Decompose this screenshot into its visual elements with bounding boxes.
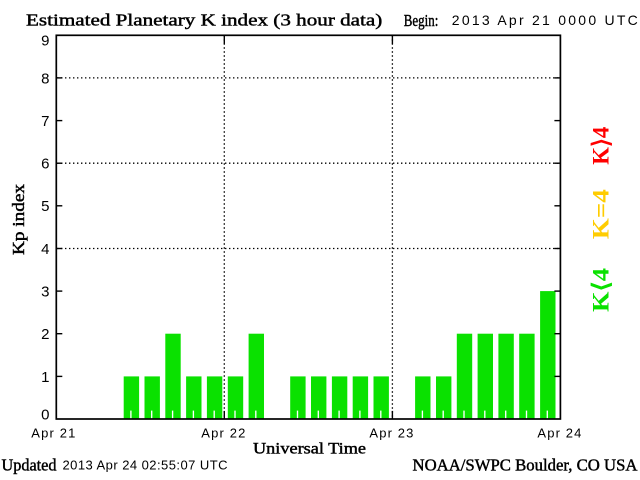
svg-text:3: 3 xyxy=(41,284,49,301)
svg-text:8: 8 xyxy=(41,70,49,87)
svg-text:Apr 23: Apr 23 xyxy=(369,425,413,440)
svg-text:0: 0 xyxy=(41,406,49,423)
svg-text:5: 5 xyxy=(41,198,49,215)
svg-text:2: 2 xyxy=(41,326,49,343)
svg-text:K⟩4: K⟩4 xyxy=(589,126,614,164)
svg-text:7: 7 xyxy=(41,113,49,130)
svg-text:Kp index: Kp index xyxy=(9,183,28,255)
svg-text:2013 Apr 24 02:55:07 UTC: 2013 Apr 24 02:55:07 UTC xyxy=(63,458,228,473)
svg-text:Universal Time: Universal Time xyxy=(253,440,366,457)
svg-text:Updated: Updated xyxy=(2,456,57,475)
svg-text:Estimated Planetary K index (3: Estimated Planetary K index (3 hour data… xyxy=(26,11,382,30)
svg-text:Apr 22: Apr 22 xyxy=(201,425,245,440)
svg-text:NOAA/SWPC Boulder, CO USA: NOAA/SWPC Boulder, CO USA xyxy=(413,456,639,475)
svg-text:1: 1 xyxy=(41,369,49,386)
svg-text:K=4: K=4 xyxy=(589,189,614,240)
svg-text:2013 Apr 21 0000 UTC: 2013 Apr 21 0000 UTC xyxy=(452,12,638,28)
svg-text:6: 6 xyxy=(41,156,49,173)
svg-text:Begin:: Begin: xyxy=(404,11,439,30)
svg-text:K⟨4: K⟨4 xyxy=(589,267,614,312)
svg-text:Apr 24: Apr 24 xyxy=(537,425,581,440)
svg-text:9: 9 xyxy=(41,32,49,49)
svg-text:4: 4 xyxy=(41,241,49,258)
svg-text:Apr 21: Apr 21 xyxy=(31,425,75,440)
